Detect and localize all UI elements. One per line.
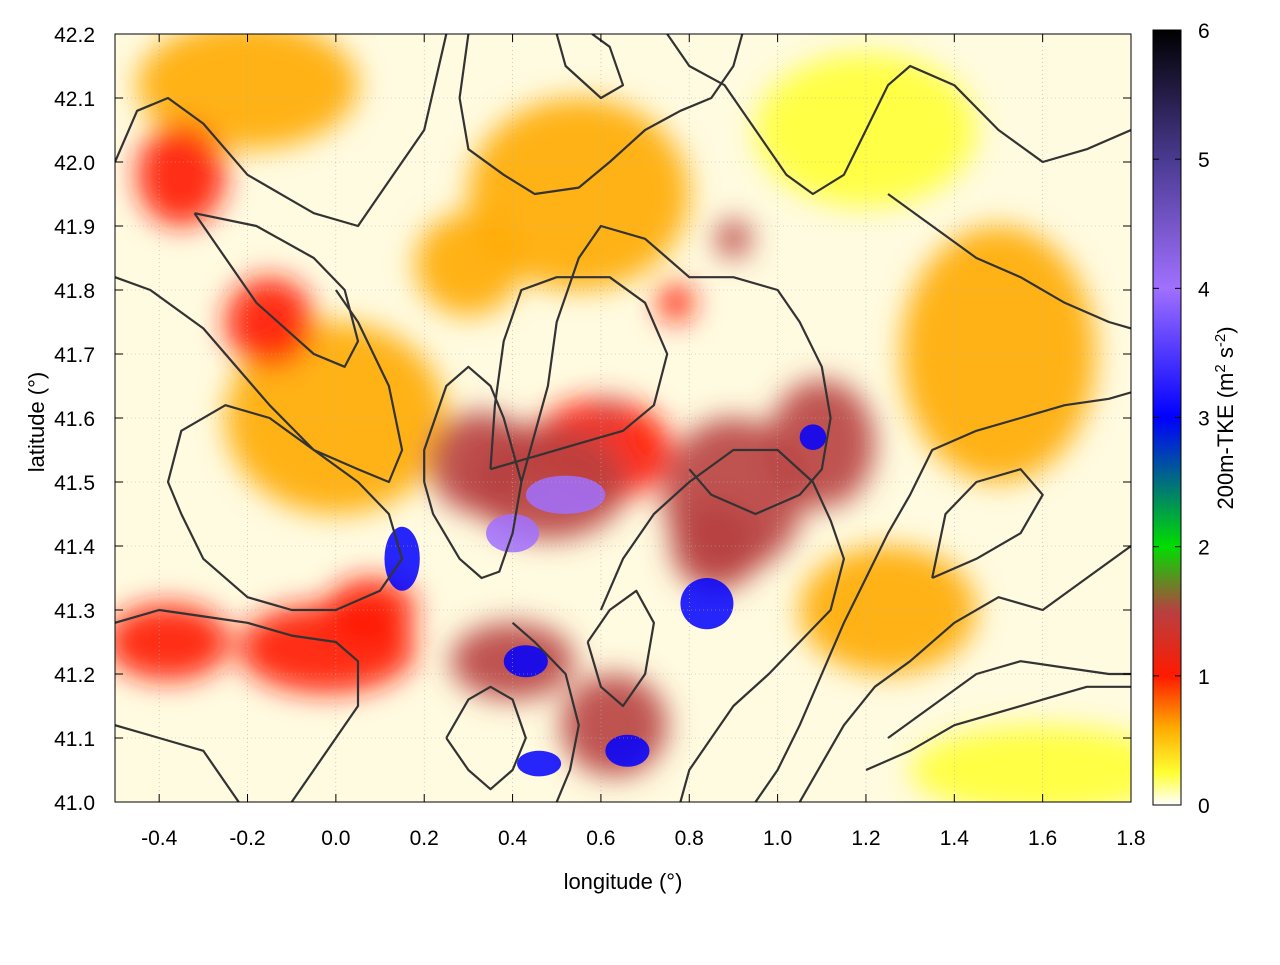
x-tick-label: 0.0 (321, 827, 350, 850)
tke-blob (468, 98, 690, 290)
tke-blob (415, 213, 522, 316)
tke-blob (137, 34, 358, 150)
contour-line (887, 193, 1131, 330)
y-tick-label: 41.2 (54, 664, 95, 687)
y-tick-label: 42.2 (54, 24, 95, 47)
colorbar-label-mid: s (1213, 347, 1238, 364)
contour-line (754, 391, 1131, 802)
x-tick-label: 0.8 (675, 827, 704, 850)
y-axis-label: latitude (°) (24, 372, 49, 473)
colorbar-label-end: ) (1213, 326, 1238, 333)
x-tick-label: 0.4 (498, 827, 528, 850)
y-tick-label: 42.1 (54, 88, 95, 111)
colorbar-tick-label: 3 (1198, 408, 1210, 431)
contour-line (115, 34, 448, 228)
contour-line (193, 212, 360, 368)
contour-line (520, 224, 832, 516)
contour-line (798, 545, 1131, 802)
x-tick-label: 0.2 (410, 827, 439, 850)
x-tick-label: 1.2 (851, 827, 880, 850)
contour-line (555, 34, 625, 100)
y-tick-label: 42.0 (54, 152, 95, 175)
colorbar-tick-label: 5 (1198, 149, 1210, 172)
y-tick-label: 41.8 (54, 280, 95, 303)
y-tick-label: 41.7 (54, 344, 95, 367)
y-axis: 41.0 41.1 41.2 41.3 41.4 41.5 41.6 41.7 41.8 41.9… (54, 24, 1131, 815)
tke-blob (658, 283, 694, 322)
y-tick-label: 41.9 (54, 216, 95, 239)
x-tick-label: -0.4 (141, 827, 178, 850)
x-tick-label: 1.8 (1116, 827, 1145, 850)
colorbar-label-sup2: -2 (1212, 334, 1229, 347)
contour-line (115, 724, 240, 802)
y-tick-label: 41.3 (54, 600, 95, 623)
x-tick-label: 0.6 (586, 827, 615, 850)
contour-line (115, 608, 360, 802)
tke-blob (799, 424, 827, 451)
contour-line (586, 589, 655, 708)
x-tick-label: 1.6 (1028, 827, 1057, 850)
contour-line (511, 621, 580, 802)
tke-blob (503, 645, 548, 678)
y-tick-label: 41.1 (54, 728, 95, 751)
x-tick-label: 1.0 (763, 827, 792, 850)
tke-blob (910, 725, 1131, 802)
tke-blob (516, 750, 562, 777)
contour-line (887, 660, 1131, 739)
tke-blob (680, 578, 734, 630)
y-tick-label: 41.5 (54, 472, 95, 495)
colorbar-tick-label: 6 (1198, 20, 1210, 43)
tke-blob (605, 734, 650, 767)
contour-line (666, 34, 1131, 196)
tke-blob (596, 398, 623, 425)
colorbar-ticks: 0 1 2 3 4 5 6 (1153, 20, 1210, 818)
contour-line (166, 404, 404, 612)
colorbar-label-sup1: 2 (1212, 364, 1229, 372)
colorbar-tick-label: 4 (1198, 278, 1210, 301)
terrain-contours (115, 34, 1131, 802)
tke-blob (799, 546, 977, 674)
tke-blob (225, 277, 314, 367)
y-tick-label: 41.4 (54, 536, 95, 559)
contour-line (931, 468, 1044, 580)
x-tick-label: 1.4 (940, 827, 970, 850)
y-tick-label: 41.0 (54, 792, 95, 815)
contour-line (115, 276, 404, 484)
plot-area (114, 33, 1132, 803)
contour-line (599, 448, 845, 802)
x-axis: -0.4 -0.2 0.0 0.2 0.4 0.6 0.8 1.0 1.2 1.4 1.6 1.8 (141, 34, 1146, 850)
contour-line (489, 276, 669, 471)
tke-blob (115, 603, 230, 681)
contour-line (458, 34, 744, 196)
colorbar-tick-label: 1 (1198, 666, 1210, 689)
colorbar-tick-label: 0 (1198, 795, 1210, 818)
colorbar-label: 200m-TKE (m2 s-2) (1212, 326, 1238, 509)
tke-blob (525, 475, 606, 514)
colorbar-tick-label: 2 (1198, 537, 1210, 560)
x-tick-label: -0.2 (229, 827, 265, 850)
colorbar-label-main: 200m-TKE (m (1213, 373, 1238, 510)
tke-blob (901, 226, 1096, 482)
contour-line (445, 685, 527, 791)
x-axis-label: longitude (°) (564, 869, 683, 894)
y-tick-label: 41.6 (54, 408, 95, 431)
contour-line (865, 685, 1131, 772)
tke-blob (137, 123, 226, 226)
tke-blob (715, 219, 752, 258)
